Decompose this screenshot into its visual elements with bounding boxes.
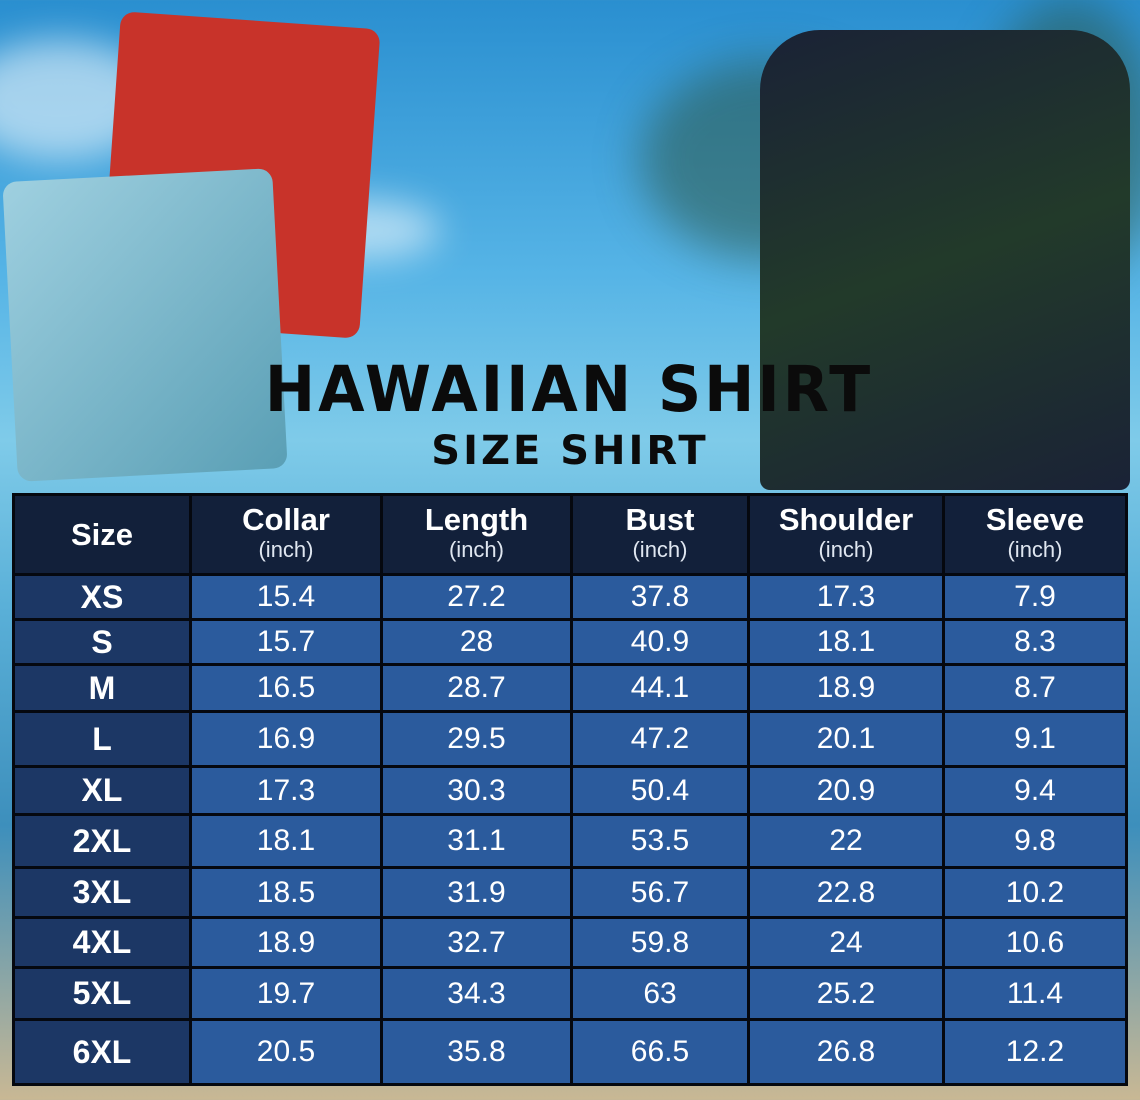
column-header-label: Length	[424, 501, 529, 537]
size-cell: L	[15, 713, 189, 765]
measurement-cell: 25.2	[750, 969, 942, 1018]
size-cell: 3XL	[15, 869, 189, 916]
column-header-label: Size	[70, 516, 134, 552]
table-header-row: Size Collar (inch) Length (inch) Bust (inch) Sh…	[15, 496, 1125, 573]
column-header: Length (inch)	[383, 496, 570, 573]
size-cell: S	[15, 621, 189, 663]
table-row: L 16.9 29.5 47.2 20.1 9.1	[15, 713, 1125, 765]
measurement-cell: 15.7	[192, 621, 380, 663]
measurement-cell: 20.1	[750, 713, 942, 765]
column-header-unit: (inch)	[818, 536, 874, 562]
table-row: XS 15.4 27.2 37.8 17.3 7.9	[15, 576, 1125, 618]
table-row: 4XL 18.9 32.7 59.8 24 10.6	[15, 919, 1125, 966]
size-cell: XL	[15, 768, 189, 813]
measurement-cell: 53.5	[573, 816, 747, 866]
measurement-cell: 17.3	[192, 768, 380, 813]
measurement-cell: 12.2	[945, 1021, 1125, 1083]
measurement-cell: 20.9	[750, 768, 942, 813]
measurement-cell: 9.8	[945, 816, 1125, 866]
table-row: 5XL 19.7 34.3 63 25.2 11.4	[15, 969, 1125, 1018]
table-row: XL 17.3 30.3 50.4 20.9 9.4	[15, 768, 1125, 813]
table-row: 2XL 18.1 31.1 53.5 22 9.8	[15, 816, 1125, 866]
measurement-cell: 11.4	[945, 969, 1125, 1018]
measurement-cell: 9.4	[945, 768, 1125, 813]
measurement-cell: 47.2	[573, 713, 747, 765]
measurement-cell: 32.7	[383, 919, 570, 966]
measurement-cell: 9.1	[945, 713, 1125, 765]
measurement-cell: 34.3	[383, 969, 570, 1018]
column-header-unit: (inch)	[1007, 536, 1063, 562]
measurement-cell: 18.1	[192, 816, 380, 866]
measurement-cell: 16.5	[192, 666, 380, 710]
column-header-label: Collar	[242, 501, 330, 537]
measurement-cell: 56.7	[573, 869, 747, 916]
table-row: S 15.7 28 40.9 18.1 8.3	[15, 621, 1125, 663]
size-cell: M	[15, 666, 189, 710]
measurement-cell: 26.8	[750, 1021, 942, 1083]
column-header-unit: (inch)	[632, 536, 688, 562]
column-header-label: Sleeve	[985, 501, 1085, 537]
size-cell: 6XL	[15, 1021, 189, 1083]
measurement-cell: 44.1	[573, 666, 747, 710]
measurement-cell: 30.3	[383, 768, 570, 813]
table-row: 6XL 20.5 35.8 66.5 26.8 12.2	[15, 1021, 1125, 1083]
column-header-label: Bust	[625, 501, 695, 537]
column-header: Size	[15, 496, 189, 573]
size-table: Size Collar (inch) Length (inch) Bust (inch) Sh…	[12, 493, 1128, 1086]
column-header: Sleeve (inch)	[945, 496, 1125, 573]
measurement-cell: 20.5	[192, 1021, 380, 1083]
measurement-cell: 35.8	[383, 1021, 570, 1083]
column-header: Bust (inch)	[573, 496, 747, 573]
column-header-unit: (inch)	[258, 536, 314, 562]
measurement-cell: 31.1	[383, 816, 570, 866]
measurement-cell: 28	[383, 621, 570, 663]
measurement-cell: 31.9	[383, 869, 570, 916]
measurement-cell: 18.1	[750, 621, 942, 663]
column-header-label: Shoulder	[778, 501, 914, 537]
model-shirt-image	[760, 30, 1130, 490]
page-subtitle: SIZE SHIRT	[431, 428, 709, 474]
page-title: HAWAIIAN SHIRT	[264, 353, 874, 427]
measurement-cell: 22.8	[750, 869, 942, 916]
measurement-cell: 63	[573, 969, 747, 1018]
size-cell: 5XL	[15, 969, 189, 1018]
measurement-cell: 22	[750, 816, 942, 866]
measurement-cell: 8.7	[945, 666, 1125, 710]
size-cell: 2XL	[15, 816, 189, 866]
measurement-cell: 15.4	[192, 576, 380, 618]
measurement-cell: 10.2	[945, 869, 1125, 916]
measurement-cell: 19.7	[192, 969, 380, 1018]
size-cell: XS	[15, 576, 189, 618]
column-header-unit: (inch)	[448, 536, 504, 562]
measurement-cell: 59.8	[573, 919, 747, 966]
measurement-cell: 10.6	[945, 919, 1125, 966]
measurement-cell: 24	[750, 919, 942, 966]
measurement-cell: 27.2	[383, 576, 570, 618]
measurement-cell: 28.7	[383, 666, 570, 710]
table-row: M 16.5 28.7 44.1 18.9 8.7	[15, 666, 1125, 710]
measurement-cell: 18.9	[750, 666, 942, 710]
size-cell: 4XL	[15, 919, 189, 966]
measurement-cell: 29.5	[383, 713, 570, 765]
measurement-cell: 17.3	[750, 576, 942, 618]
measurement-cell: 40.9	[573, 621, 747, 663]
measurement-cell: 18.5	[192, 869, 380, 916]
measurement-cell: 66.5	[573, 1021, 747, 1083]
measurement-cell: 18.9	[192, 919, 380, 966]
measurement-cell: 16.9	[192, 713, 380, 765]
measurement-cell: 7.9	[945, 576, 1125, 618]
column-header: Shoulder (inch)	[750, 496, 942, 573]
column-header: Collar (inch)	[192, 496, 380, 573]
measurement-cell: 37.8	[573, 576, 747, 618]
measurement-cell: 8.3	[945, 621, 1125, 663]
measurement-cell: 50.4	[573, 768, 747, 813]
table-row: 3XL 18.5 31.9 56.7 22.8 10.2	[15, 869, 1125, 916]
